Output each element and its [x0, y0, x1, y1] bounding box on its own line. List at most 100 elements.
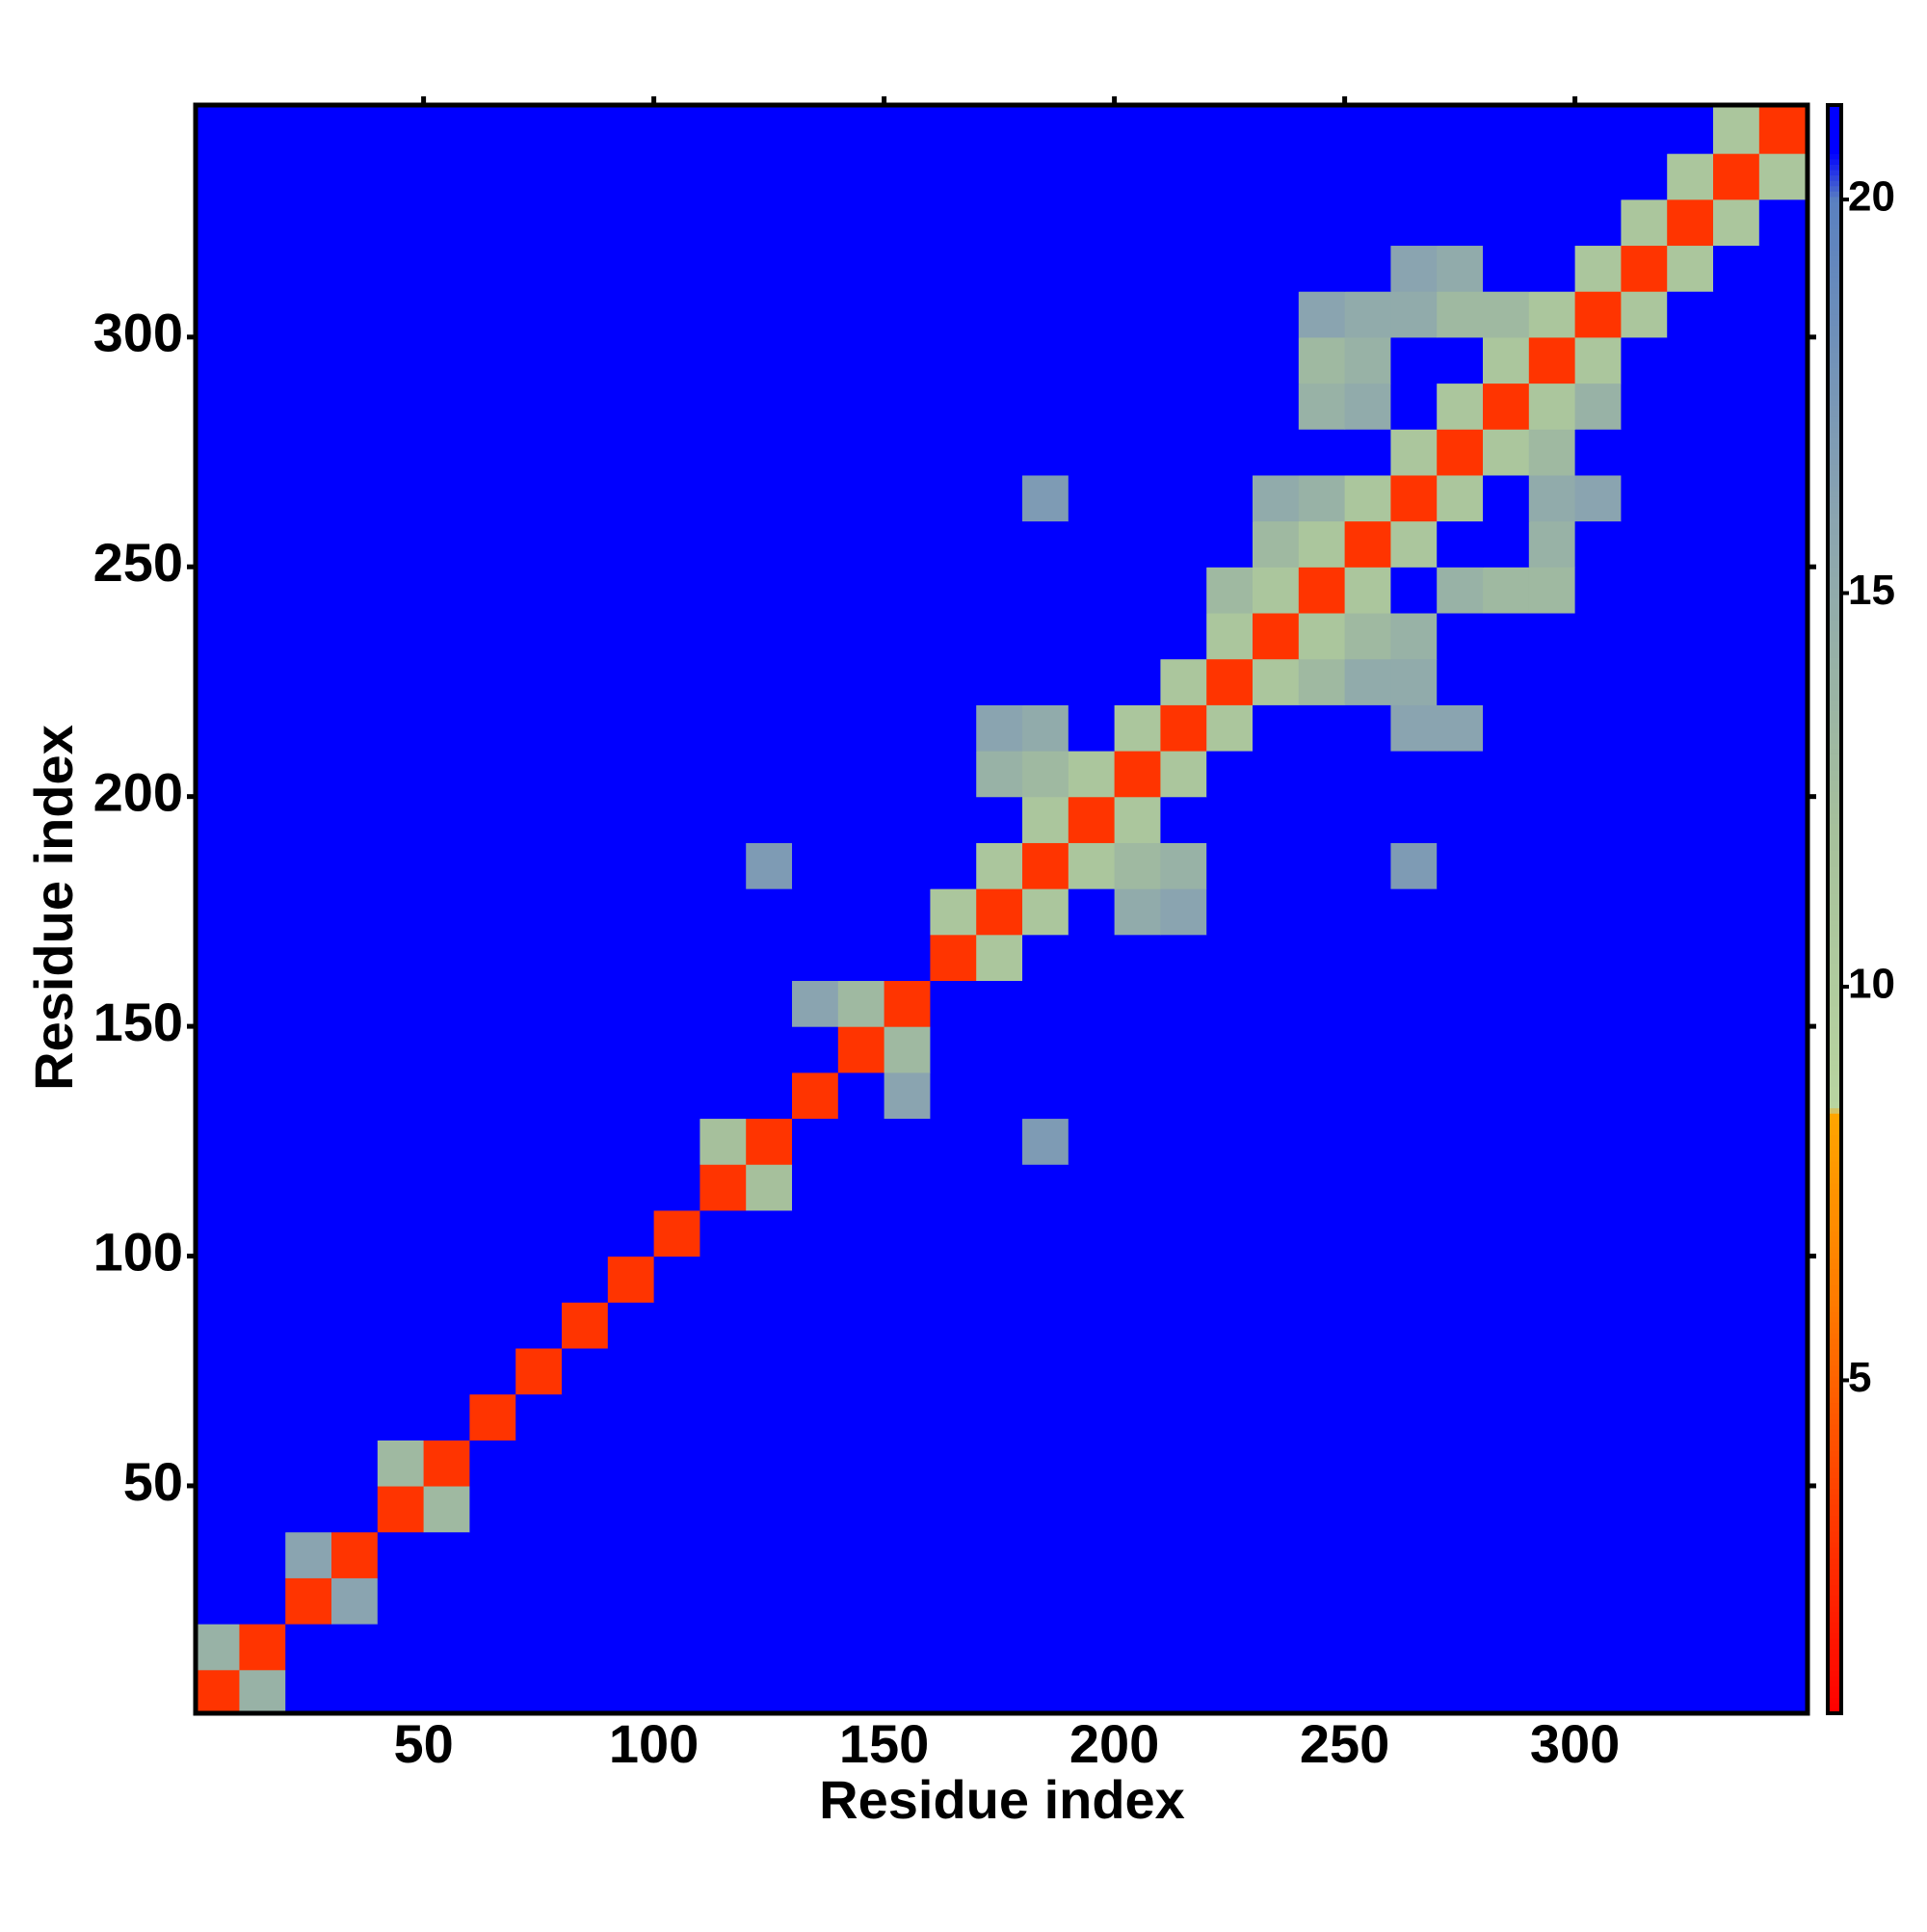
- heatmap-cell: [976, 107, 1023, 154]
- heatmap-cell: [746, 1485, 793, 1533]
- heatmap-cell: [1253, 1393, 1300, 1441]
- heatmap-cell: [239, 336, 286, 384]
- colorbar-tick-label: 5: [1848, 1354, 1871, 1401]
- heatmap-cell: [239, 1440, 286, 1487]
- heatmap-cell: [1068, 107, 1116, 154]
- heatmap-cell: [1114, 1072, 1162, 1120]
- x-tick-label: 50: [393, 1713, 453, 1774]
- heatmap-cell: [976, 1026, 1023, 1073]
- heatmap-cell: [239, 107, 286, 154]
- heatmap-cell: [423, 1440, 471, 1487]
- heatmap-cell: [1758, 1531, 1807, 1578]
- heatmap-cell: [1298, 1347, 1346, 1395]
- heatmap-cell: [1344, 1256, 1392, 1303]
- heatmap-cell: [423, 1164, 471, 1211]
- heatmap-cell: [1621, 198, 1668, 247]
- heatmap-cell: [837, 1164, 885, 1211]
- colorbar-segment: [1828, 909, 1841, 915]
- heatmap-cell: [377, 934, 425, 982]
- heatmap-cell: [196, 934, 241, 982]
- heatmap-cell: [700, 474, 747, 522]
- heatmap-cell: [1621, 1302, 1668, 1349]
- heatmap-cell: [884, 704, 932, 752]
- colorbar-segment: [1828, 834, 1841, 840]
- heatmap-cell: [196, 198, 241, 247]
- heatmap-cell: [1713, 1302, 1760, 1349]
- heatmap-cell: [377, 1669, 425, 1713]
- heatmap-cell: [239, 612, 286, 660]
- heatmap-cell: [1390, 520, 1438, 568]
- heatmap-cell: [837, 336, 885, 384]
- heatmap-cell: [1574, 1164, 1623, 1211]
- heatmap-cell: [1621, 658, 1668, 705]
- heatmap-cell: [1068, 888, 1116, 936]
- heatmap-cell: [1114, 980, 1162, 1027]
- heatmap-cell: [196, 980, 241, 1027]
- heatmap-cell: [1528, 1302, 1576, 1349]
- heatmap-cell: [1298, 658, 1346, 705]
- heatmap-cell: [1483, 1624, 1530, 1671]
- heatmap-cell: [1114, 245, 1162, 292]
- heatmap-cell: [423, 520, 471, 568]
- heatmap-cell: [1528, 980, 1576, 1027]
- heatmap-cell: [239, 1118, 286, 1165]
- colorbar-segment: [1828, 936, 1841, 942]
- heatmap-cell: [1022, 1164, 1069, 1211]
- heatmap-cell: [1390, 1256, 1438, 1303]
- colorbar-tick-label: 15: [1848, 567, 1895, 614]
- heatmap-cell: [1390, 107, 1438, 154]
- heatmap-cell: [837, 291, 885, 338]
- heatmap-cell: [515, 934, 563, 982]
- colorbar-segment: [1828, 1209, 1841, 1216]
- heatmap-cell: [1206, 1209, 1254, 1257]
- heatmap-cell: [1621, 1669, 1668, 1713]
- heatmap-cell: [469, 1669, 516, 1713]
- heatmap-cell: [285, 520, 332, 568]
- heatmap-cell: [976, 153, 1023, 200]
- heatmap-cell: [930, 1118, 977, 1165]
- heatmap-cell: [423, 796, 471, 843]
- colorbar-segment: [1828, 1005, 1841, 1013]
- heatmap-cell: [1253, 750, 1300, 798]
- heatmap-cell: [515, 198, 563, 247]
- heatmap-cell: [884, 1347, 932, 1395]
- heatmap-cell: [1621, 245, 1668, 292]
- colorbar-segment: [1828, 597, 1841, 605]
- heatmap-cell: [1344, 1118, 1392, 1165]
- heatmap-cell: [1437, 1026, 1484, 1073]
- heatmap-cell: [1621, 1393, 1668, 1441]
- heatmap-cell: [1114, 1624, 1162, 1671]
- heatmap-cell: [562, 567, 609, 614]
- heatmap-cell: [1022, 1302, 1069, 1349]
- colorbar-segment: [1828, 1316, 1841, 1323]
- heatmap-cell: [653, 934, 701, 982]
- heatmap-cell: [1068, 1624, 1116, 1671]
- heatmap-cell: [423, 658, 471, 705]
- heatmap-cell: [1621, 1440, 1668, 1487]
- colorbar-segment: [1828, 223, 1841, 229]
- heatmap-cell: [607, 198, 655, 247]
- heatmap-cell: [285, 612, 332, 660]
- heatmap-cell: [196, 658, 241, 705]
- heatmap-cell: [469, 383, 516, 430]
- heatmap-cell: [1483, 1531, 1530, 1578]
- heatmap-cell: [196, 1440, 241, 1487]
- heatmap-cell: [1437, 429, 1484, 476]
- heatmap-cell: [1621, 1164, 1668, 1211]
- heatmap-cell: [562, 658, 609, 705]
- heatmap-cell: [423, 612, 471, 660]
- heatmap-cell: [377, 107, 425, 154]
- heatmap-cell: [700, 1164, 747, 1211]
- heatmap-cell: [1667, 474, 1714, 522]
- heatmap-cell: [196, 1669, 241, 1713]
- heatmap-cell: [1437, 383, 1484, 430]
- heatmap-cell: [562, 429, 609, 476]
- heatmap-cell: [1068, 612, 1116, 660]
- heatmap-cell: [515, 796, 563, 843]
- heatmap-cell: [976, 750, 1023, 798]
- heatmap-cell: [1437, 474, 1484, 522]
- heatmap-cell: [1390, 704, 1438, 752]
- heatmap-cell: [976, 429, 1023, 476]
- heatmap-cell: [377, 1072, 425, 1120]
- heatmap-cell: [515, 1485, 563, 1533]
